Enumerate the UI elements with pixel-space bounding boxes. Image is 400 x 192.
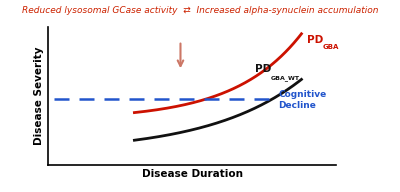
Text: GBA_WT: GBA_WT <box>271 75 300 81</box>
X-axis label: Disease Duration: Disease Duration <box>142 169 242 179</box>
Text: Cognitive
Decline: Cognitive Decline <box>278 90 327 110</box>
Text: GBA: GBA <box>323 44 340 50</box>
Y-axis label: Disease Severity: Disease Severity <box>34 47 44 145</box>
Text: Reduced lysosomal GCase activity  ⇄  Increased alpha-synuclein accumulation: Reduced lysosomal GCase activity ⇄ Incre… <box>22 6 378 15</box>
Text: PD: PD <box>255 65 272 74</box>
Text: PD: PD <box>307 36 324 46</box>
